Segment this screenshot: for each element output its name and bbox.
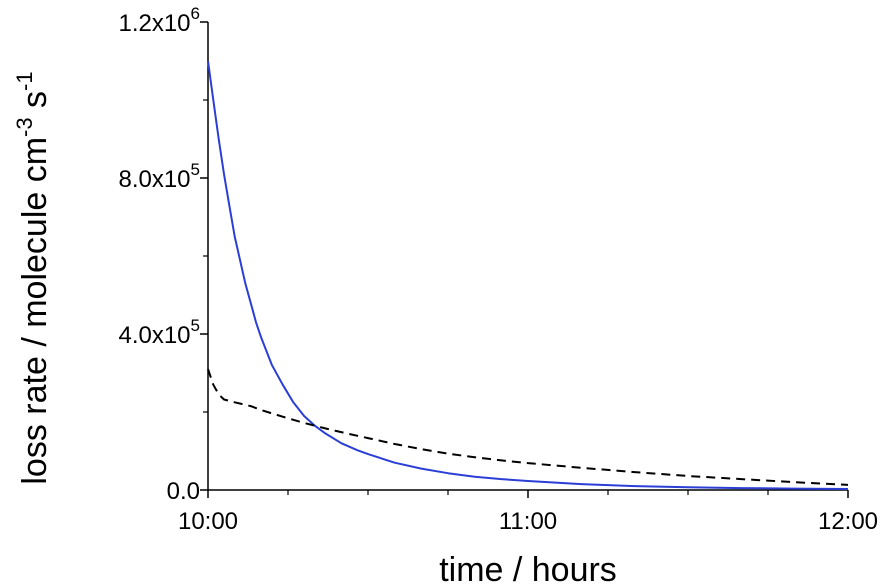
ticks-layer: 0.0 4.0x105 8.0x105 1.2x106 10:00 11:00 12:00 bbox=[118, 4, 878, 535]
series-layer bbox=[207, 60, 849, 490]
series-line-1 bbox=[207, 60, 849, 490]
y-tick-label: 8.0x105 bbox=[118, 160, 200, 193]
x-tick-label: 11:00 bbox=[499, 508, 557, 535]
y-axis-title-unit2: s bbox=[16, 91, 54, 117]
y-tick-label: 1.2x106 bbox=[118, 4, 200, 37]
y-axis-title-exp2: -1 bbox=[12, 71, 37, 91]
axes bbox=[207, 22, 848, 491]
x-axis-title: time / hours bbox=[439, 551, 617, 586]
y-axis-title: loss rate / molecule cm-3 s-1 bbox=[12, 71, 54, 484]
x-tick-label: 12:00 bbox=[818, 508, 878, 535]
series-line-2 bbox=[207, 368, 849, 486]
y-axis-title-exp1: -3 bbox=[12, 117, 37, 137]
y-tick-label: 0.0 bbox=[167, 478, 200, 505]
y-tick-label: 4.0x105 bbox=[118, 316, 200, 349]
y-axis-title-main: loss rate / molecule cm bbox=[16, 137, 54, 485]
x-tick-label: 10:00 bbox=[178, 508, 238, 535]
